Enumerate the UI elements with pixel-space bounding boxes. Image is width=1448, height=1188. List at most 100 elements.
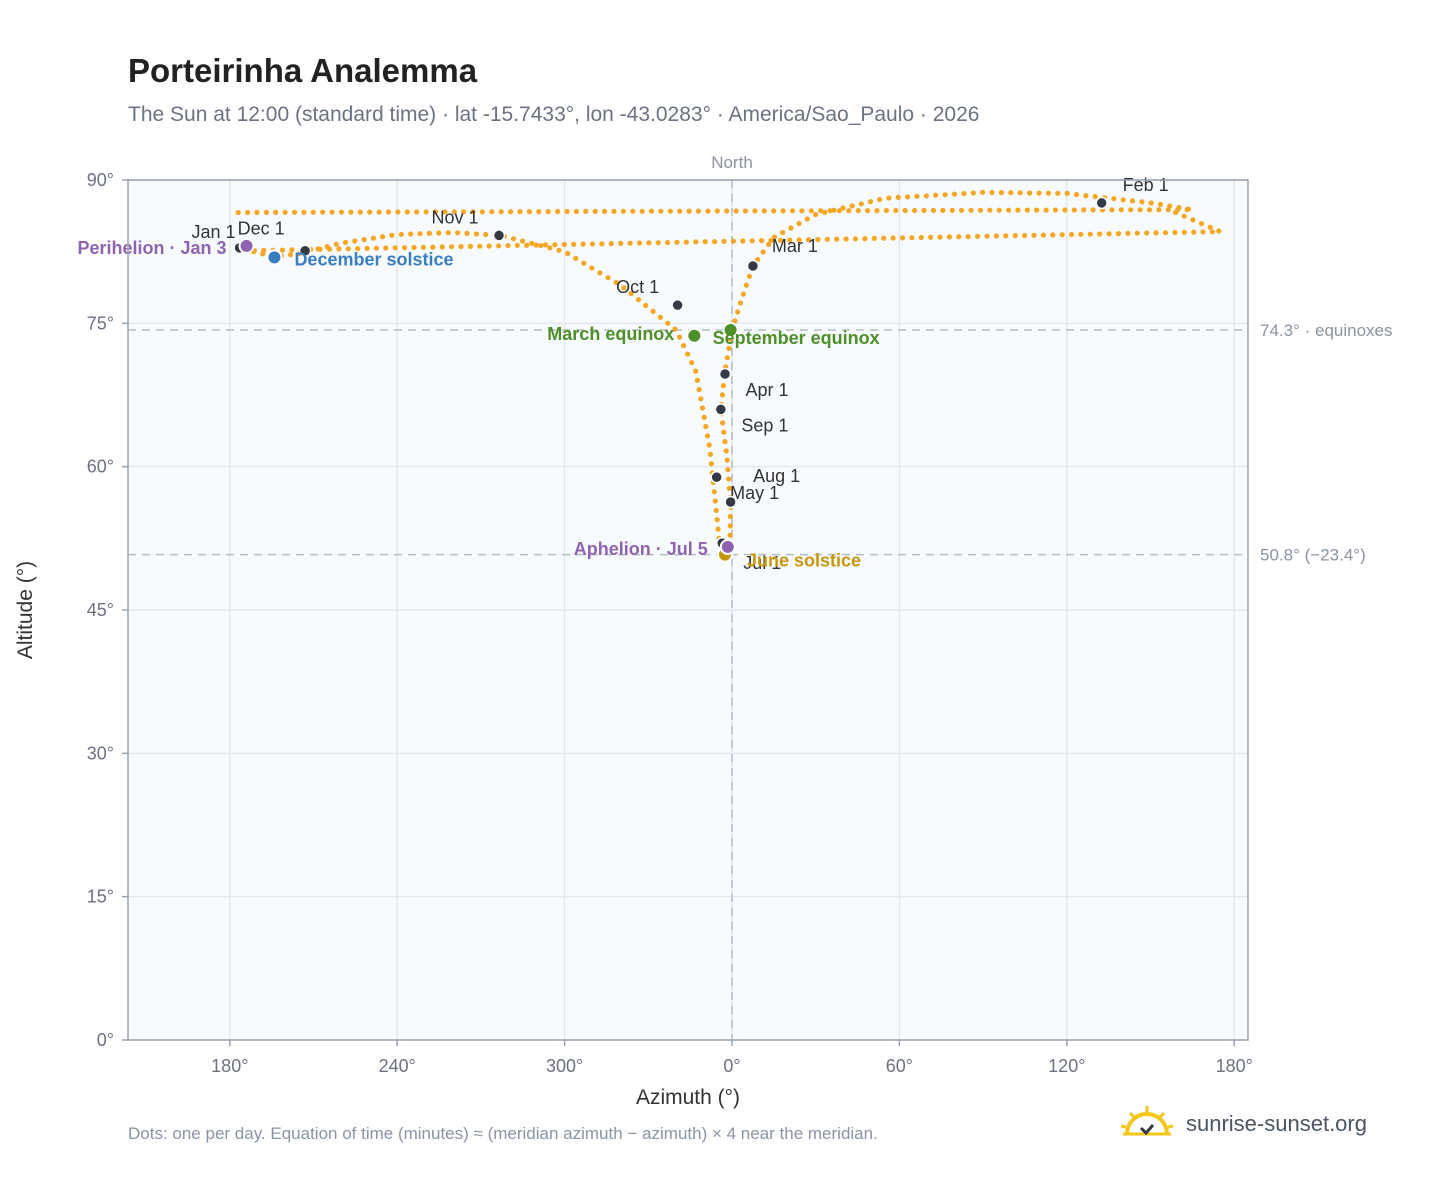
reference-line-label: 74.3° · equinoxes [1260,321,1393,340]
x-tick-label: 180° [1216,1056,1253,1076]
day-dot [618,240,624,246]
north-label: North [711,153,753,172]
day-dot [621,285,627,291]
month-dot [710,470,723,484]
month-dot [1095,196,1108,210]
y-axis-title: Altitude (°) [14,561,37,659]
day-dot [874,208,880,214]
y-tick-label: 15° [87,887,114,907]
day-dot [855,208,861,214]
day-dot [1125,230,1131,236]
day-dot [592,208,598,214]
day-dot [597,270,603,276]
month-label: Aug 1 [753,466,800,486]
day-dot [1081,207,1087,213]
day-dot [245,209,251,216]
day-dot [355,246,361,252]
day-dot [780,208,786,214]
day-dot [840,205,846,211]
day-dot [613,279,619,286]
day-dot [408,231,414,237]
day-dot [589,265,595,271]
day-dot [805,237,812,243]
x-tick-label: 180° [211,1056,248,1076]
day-dot [473,231,479,237]
day-dot [1083,193,1089,199]
day-dot [987,207,993,213]
day-dot [1191,229,1197,235]
day-dot [677,334,683,340]
day-dot [858,201,864,207]
day-dot [489,209,495,215]
day-dot [498,209,504,215]
month-label: May 1 [730,483,779,503]
day-dot [635,297,642,303]
brand[interactable]: sunrise-sunset.org [1120,1100,1367,1148]
day-dot [726,476,732,482]
day-dot [583,208,589,214]
day-dot [1137,207,1143,213]
day-dot [813,211,819,218]
day-dot [542,242,549,248]
day-dot [968,207,974,213]
day-dot [951,191,958,197]
day-dot [949,207,955,213]
day-dot [420,244,426,250]
month-label: Jan 1 [192,222,236,242]
day-dot [470,209,476,215]
day-dot [430,244,436,250]
y-tick-label: 45° [87,600,114,620]
day-dot [630,208,636,214]
y-tick-label: 0° [97,1030,114,1050]
day-dot [694,377,701,383]
day-dot [726,485,732,491]
day-dot [708,461,715,467]
month-label: Oct 1 [616,277,659,297]
day-dot [740,238,746,244]
day-dot [862,236,868,242]
day-dot [771,234,778,240]
day-dot [1144,230,1150,236]
day-dot [1181,229,1187,235]
day-dot [912,207,918,214]
day-dot [385,209,392,215]
day-dot [1153,230,1159,236]
day-dot [768,237,774,243]
day-dot [1134,230,1140,236]
day-dot [942,192,948,198]
day-dot [698,396,704,402]
day-dot [455,230,461,236]
day-dot [352,238,358,244]
day-dot [1015,207,1021,213]
day-dot [918,234,924,241]
day-dot [956,234,962,240]
day-dot [520,238,526,244]
day-dot [865,208,871,214]
month-dot [724,495,737,509]
x-tick-label: 60° [886,1056,913,1076]
day-dot [1090,207,1096,213]
day-dot [1115,231,1122,237]
day-dot [1006,207,1012,213]
day-dot [1198,221,1205,227]
day-dot [965,234,971,240]
day-dot [367,209,373,215]
day-dot [1097,231,1103,237]
day-dot [301,209,307,215]
day-dot [1172,229,1178,236]
day-dot [787,237,793,243]
day-dot [402,245,408,251]
day-dot [565,250,571,257]
x-tick-label: 0° [723,1056,740,1076]
day-dot [789,208,796,214]
day-dot [760,249,766,255]
day-dot [724,208,730,214]
day-dot [693,239,699,245]
day-dot [608,241,614,247]
day-dot [1050,232,1056,238]
day-dot [254,209,260,215]
day-dot [1003,233,1009,239]
day-dot [329,209,335,215]
day-dot [1162,230,1169,236]
